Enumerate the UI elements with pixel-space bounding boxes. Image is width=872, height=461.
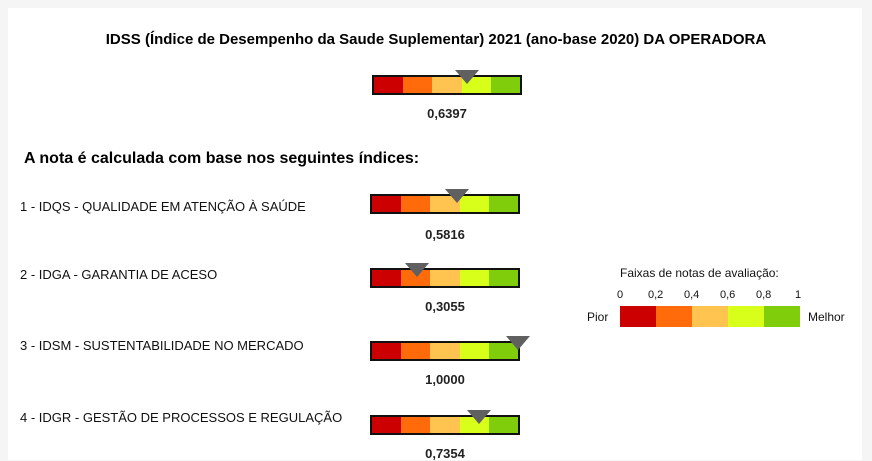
legend-color-scale bbox=[620, 306, 800, 327]
gauge-segment-3 bbox=[430, 343, 460, 359]
gauge-segment-1 bbox=[372, 343, 402, 359]
gauge-segment-1 bbox=[374, 77, 404, 93]
indices-heading: A nota é calculada com base nos seguinte… bbox=[24, 150, 420, 167]
gauge-segment-3 bbox=[430, 270, 460, 286]
gauge-segment-2 bbox=[401, 343, 431, 359]
overall-value: 0,6397 bbox=[427, 106, 467, 121]
legend-tick-0-6: 0,6 bbox=[720, 289, 736, 301]
gauge-pointer-icon bbox=[404, 263, 429, 277]
overall-gauge bbox=[372, 70, 522, 95]
legend-segment-1 bbox=[620, 306, 656, 327]
gauge-segment-4 bbox=[459, 343, 489, 359]
gauge-segment-5 bbox=[488, 196, 519, 212]
gauge-pointer-icon bbox=[467, 410, 492, 424]
index-label-idga: 2 - IDGA - GARANTIA DE ACESO bbox=[20, 267, 218, 282]
legend-tick-0: 0 bbox=[617, 289, 624, 301]
idga-gauge bbox=[370, 263, 520, 288]
index-label-idqs: 1 - IDQS - QUALIDADE EM ATENÇÃO À SAÚDE bbox=[20, 199, 306, 214]
legend-segment-2 bbox=[656, 306, 692, 327]
gauge-segment-3 bbox=[430, 417, 460, 433]
gauge-segment-2 bbox=[403, 77, 433, 93]
legend-high-label: Melhor bbox=[808, 310, 845, 324]
idsm-gauge bbox=[370, 336, 530, 361]
legend-tick-0-8: 0,8 bbox=[756, 289, 772, 301]
legend-title: Faixas de notas de avaliação: bbox=[620, 266, 779, 280]
gauge-pointer-icon bbox=[455, 70, 480, 84]
gauge-segment-5 bbox=[488, 270, 519, 286]
gauge-segment-1 bbox=[372, 196, 402, 212]
legend-low-label: Pior bbox=[587, 310, 609, 324]
legend-segment-3 bbox=[692, 306, 728, 327]
gauge-segment-4 bbox=[459, 270, 489, 286]
legend-tick-0-4: 0,4 bbox=[684, 289, 700, 301]
legend-tick-1: 1 bbox=[795, 289, 802, 301]
gauge-segment-1 bbox=[372, 270, 402, 286]
index-label-idsm: 3 - IDSM - SUSTENTABILIDADE NO MERCADO bbox=[20, 338, 304, 353]
idsm-value: 1,0000 bbox=[425, 372, 465, 387]
gauge-pointer-icon bbox=[506, 336, 530, 350]
idgr-value: 0,7354 bbox=[425, 446, 465, 461]
index-label-idgr: 4 - IDGR - GESTÃO DE PROCESSOS E REGULAÇ… bbox=[20, 410, 343, 425]
gauge-segment-5 bbox=[488, 417, 519, 433]
legend-segment-5 bbox=[764, 306, 800, 327]
legend-tick-0-2: 0,2 bbox=[648, 289, 664, 301]
legend-segment-4 bbox=[728, 306, 764, 327]
gauge-pointer-icon bbox=[444, 189, 469, 203]
idgr-gauge bbox=[370, 410, 520, 435]
idqs-value: 0,5816 bbox=[425, 227, 465, 242]
page-title: IDSS (Índice de Desempenho da Saude Supl… bbox=[105, 31, 767, 48]
gauge-segment-5 bbox=[490, 77, 521, 93]
gauge-segment-2 bbox=[401, 417, 431, 433]
gauge-segment-2 bbox=[401, 196, 431, 212]
gauge-segment-3 bbox=[432, 77, 462, 93]
idqs-gauge bbox=[370, 189, 520, 214]
gauge-segment-1 bbox=[372, 417, 402, 433]
idga-value: 0,3055 bbox=[425, 299, 465, 314]
